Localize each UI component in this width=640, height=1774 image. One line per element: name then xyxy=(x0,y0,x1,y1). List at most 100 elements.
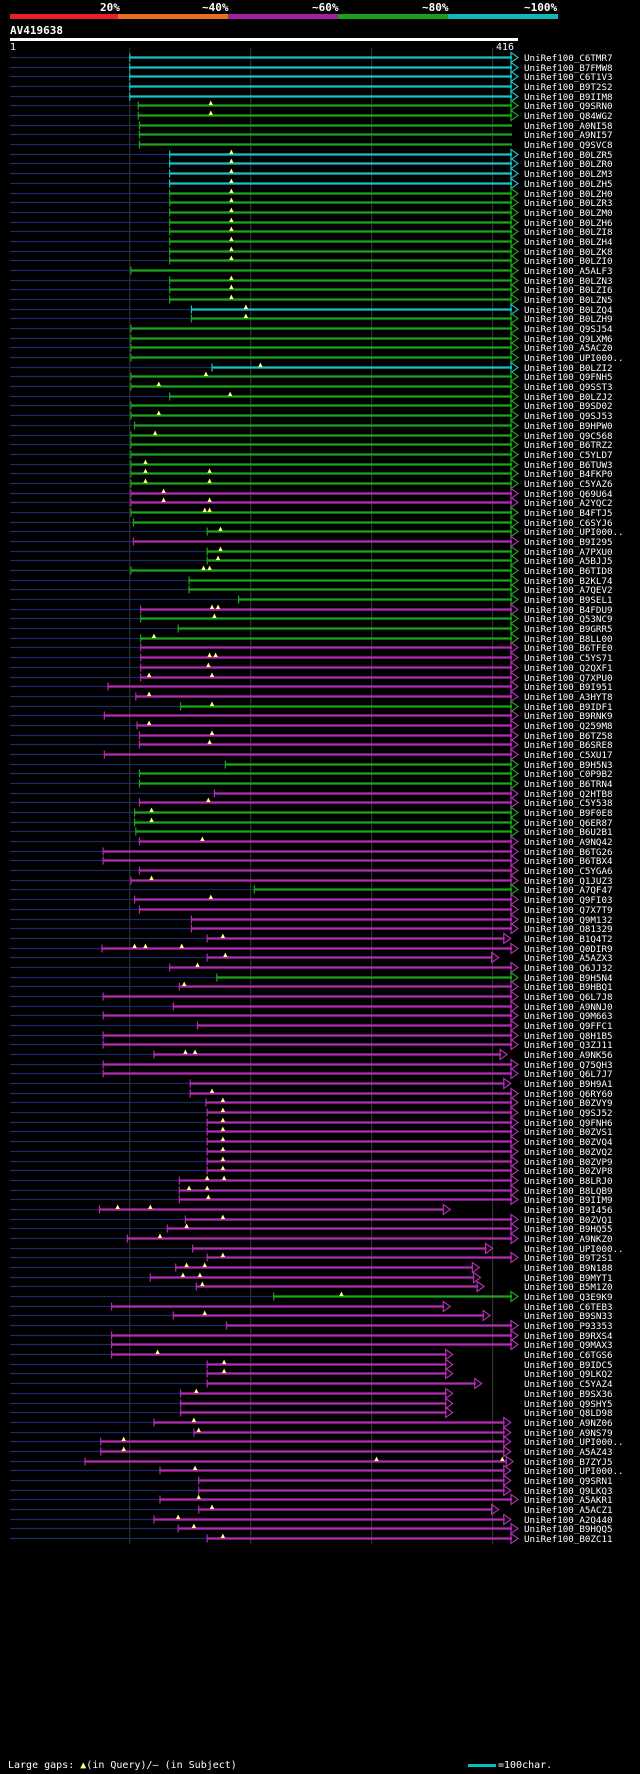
hit-label: UniRef100_Q9SST3 xyxy=(524,382,613,393)
hit-label: UniRef100_B6TG26 xyxy=(524,847,613,858)
alignment-arrow xyxy=(510,680,520,693)
query-gap-marker xyxy=(186,1185,192,1190)
query-gap-marker xyxy=(204,1175,210,1180)
hit-label: UniRef100_B9MYT1 xyxy=(524,1273,613,1284)
hit-label: UniRef100_B9HPW0 xyxy=(524,421,613,432)
query-gap-marker xyxy=(229,178,234,183)
hit-label: UniRef100_B9I295 xyxy=(524,537,613,548)
subject-gap-text: – (in Subject) xyxy=(152,1760,237,1771)
hit-label: UniRef100_B9SN33 xyxy=(524,1311,613,1322)
alignment-arrow xyxy=(510,448,520,461)
alignment-arrow xyxy=(510,157,520,170)
alignment-arrow xyxy=(510,322,520,335)
alignment-arrow xyxy=(510,767,520,780)
hit-label: UniRef100_C6SYJ6 xyxy=(524,518,613,529)
hit-label: UniRef100_B2KL74 xyxy=(524,576,613,587)
hit-label: UniRef100_B6TRZ2 xyxy=(524,440,613,451)
hit-label: UniRef100_B9T2S1 xyxy=(524,1253,613,1264)
alignment-arrow xyxy=(510,467,520,480)
alignment-arrow xyxy=(510,806,520,819)
query-gap-marker xyxy=(220,1165,226,1170)
alignment-arrow xyxy=(510,603,520,616)
query-gap-marker xyxy=(207,478,212,483)
hit-label: UniRef100_B0LZI8 xyxy=(524,227,613,238)
query-gap-marker xyxy=(132,943,137,948)
query-gap-marker xyxy=(192,1049,198,1054)
hit-label: UniRef100_A3HYT8 xyxy=(524,692,613,703)
query-gap-marker xyxy=(229,246,234,251)
query-gap-marker xyxy=(227,391,233,396)
hit-label: UniRef100_B9HQ55 xyxy=(524,1224,613,1235)
alignment-arrow xyxy=(510,1184,520,1197)
hit-label: UniRef100_Q9M132 xyxy=(524,915,613,926)
alignment-arrow xyxy=(510,913,520,926)
hit-label: UniRef100_A9NK56 xyxy=(524,1050,613,1061)
query-gap-marker xyxy=(184,1223,189,1228)
alignment-arrow xyxy=(482,1309,492,1322)
hit-label: UniRef100_A5ALF3 xyxy=(524,266,613,277)
legend-label-20: 20% xyxy=(100,1,120,14)
hit-label: UniRef100_B0ZVQ2 xyxy=(524,1147,613,1158)
alignment-arrow xyxy=(510,777,520,790)
alignment-arrow xyxy=(503,1513,512,1526)
alignment-arrow xyxy=(510,90,520,103)
alignment-arrow xyxy=(471,1261,481,1274)
query-gap-marker xyxy=(148,1204,153,1209)
hit-label: UniRef100_B6TZ58 xyxy=(524,731,613,742)
hit-label: UniRef100_Q9SJ53 xyxy=(524,411,613,422)
hit-label: UniRef100_C6T1V3 xyxy=(524,72,613,83)
query-gap-marker xyxy=(143,468,148,473)
alignment-arrow xyxy=(510,593,520,606)
hit-label: UniRef100_B0LZI0 xyxy=(524,256,613,267)
hit-label: UniRef100_B4FDU9 xyxy=(524,605,613,616)
hit-label: UniRef100_B0ZVP9 xyxy=(524,1157,613,1168)
hit-label: UniRef100_B9H5N4 xyxy=(524,973,613,984)
query-gap-marker xyxy=(220,1126,226,1131)
query-gap-marker xyxy=(149,817,154,822)
legend-label-60: ~60% xyxy=(312,1,339,14)
legend-band-100 xyxy=(448,14,558,19)
alignment-arrow xyxy=(510,874,520,887)
query-gap-marker xyxy=(202,1262,207,1267)
query-gap-marker xyxy=(175,1514,181,1519)
hit-label: UniRef100_B0LZR0 xyxy=(524,159,613,170)
hit-label: UniRef100_B0LZR3 xyxy=(524,198,613,209)
query-gap-marker xyxy=(192,1465,198,1470)
query-gap-marker xyxy=(229,197,234,202)
hit-label: UniRef100_Q3ZJ11 xyxy=(524,1040,613,1051)
alignment-arrow xyxy=(510,854,520,867)
alignment-arrow xyxy=(510,661,520,674)
alignment-arrow xyxy=(510,1116,520,1129)
alignment-arrow xyxy=(510,1058,520,1071)
query-gap-marker xyxy=(181,981,187,986)
alignment-arrow xyxy=(510,583,520,596)
alignment-arrow xyxy=(510,942,520,955)
hit-label: UniRef100_B7ZYJ5 xyxy=(524,1457,613,1468)
ruler-end-label: 416 xyxy=(496,42,515,53)
hit-label: UniRef100_B0ZVS1 xyxy=(524,1127,613,1138)
query-gap-marker xyxy=(339,1291,344,1296)
hit-label: UniRef100_B5M1Z0 xyxy=(524,1282,613,1293)
alignment-arrow xyxy=(510,1038,520,1051)
query-gap-marker xyxy=(202,507,207,512)
alignment-arrow xyxy=(510,1532,520,1545)
alignment-arrow xyxy=(510,1135,520,1148)
alignment-arrow xyxy=(510,399,520,412)
alignment-arrow xyxy=(510,312,520,325)
query-gap-marker xyxy=(202,1310,207,1315)
legend-label-40: ~40% xyxy=(202,1,229,14)
alignment-arrow xyxy=(510,632,520,645)
hit-label: UniRef100_UPI000.. xyxy=(524,1244,624,1255)
query-gap-marker xyxy=(374,1456,379,1461)
hit-label: UniRef100_Q1JUZ3 xyxy=(524,876,613,887)
alignment-arrow xyxy=(510,274,520,287)
query-gap-marker xyxy=(207,652,212,657)
query-gap-marker xyxy=(197,1272,203,1277)
hit-label: UniRef100_Q9FFC1 xyxy=(524,1021,613,1032)
hit-label: UniRef100_B6TFE0 xyxy=(524,643,613,654)
alignment-arrow xyxy=(472,1271,482,1284)
query-gap-marker xyxy=(206,797,211,802)
alignment-arrow xyxy=(510,438,520,451)
identity-legend: 20% ~40% ~60% ~80% ~100% xyxy=(0,0,640,22)
hit-label: UniRef100_A5ACZ1 xyxy=(524,1505,613,1516)
